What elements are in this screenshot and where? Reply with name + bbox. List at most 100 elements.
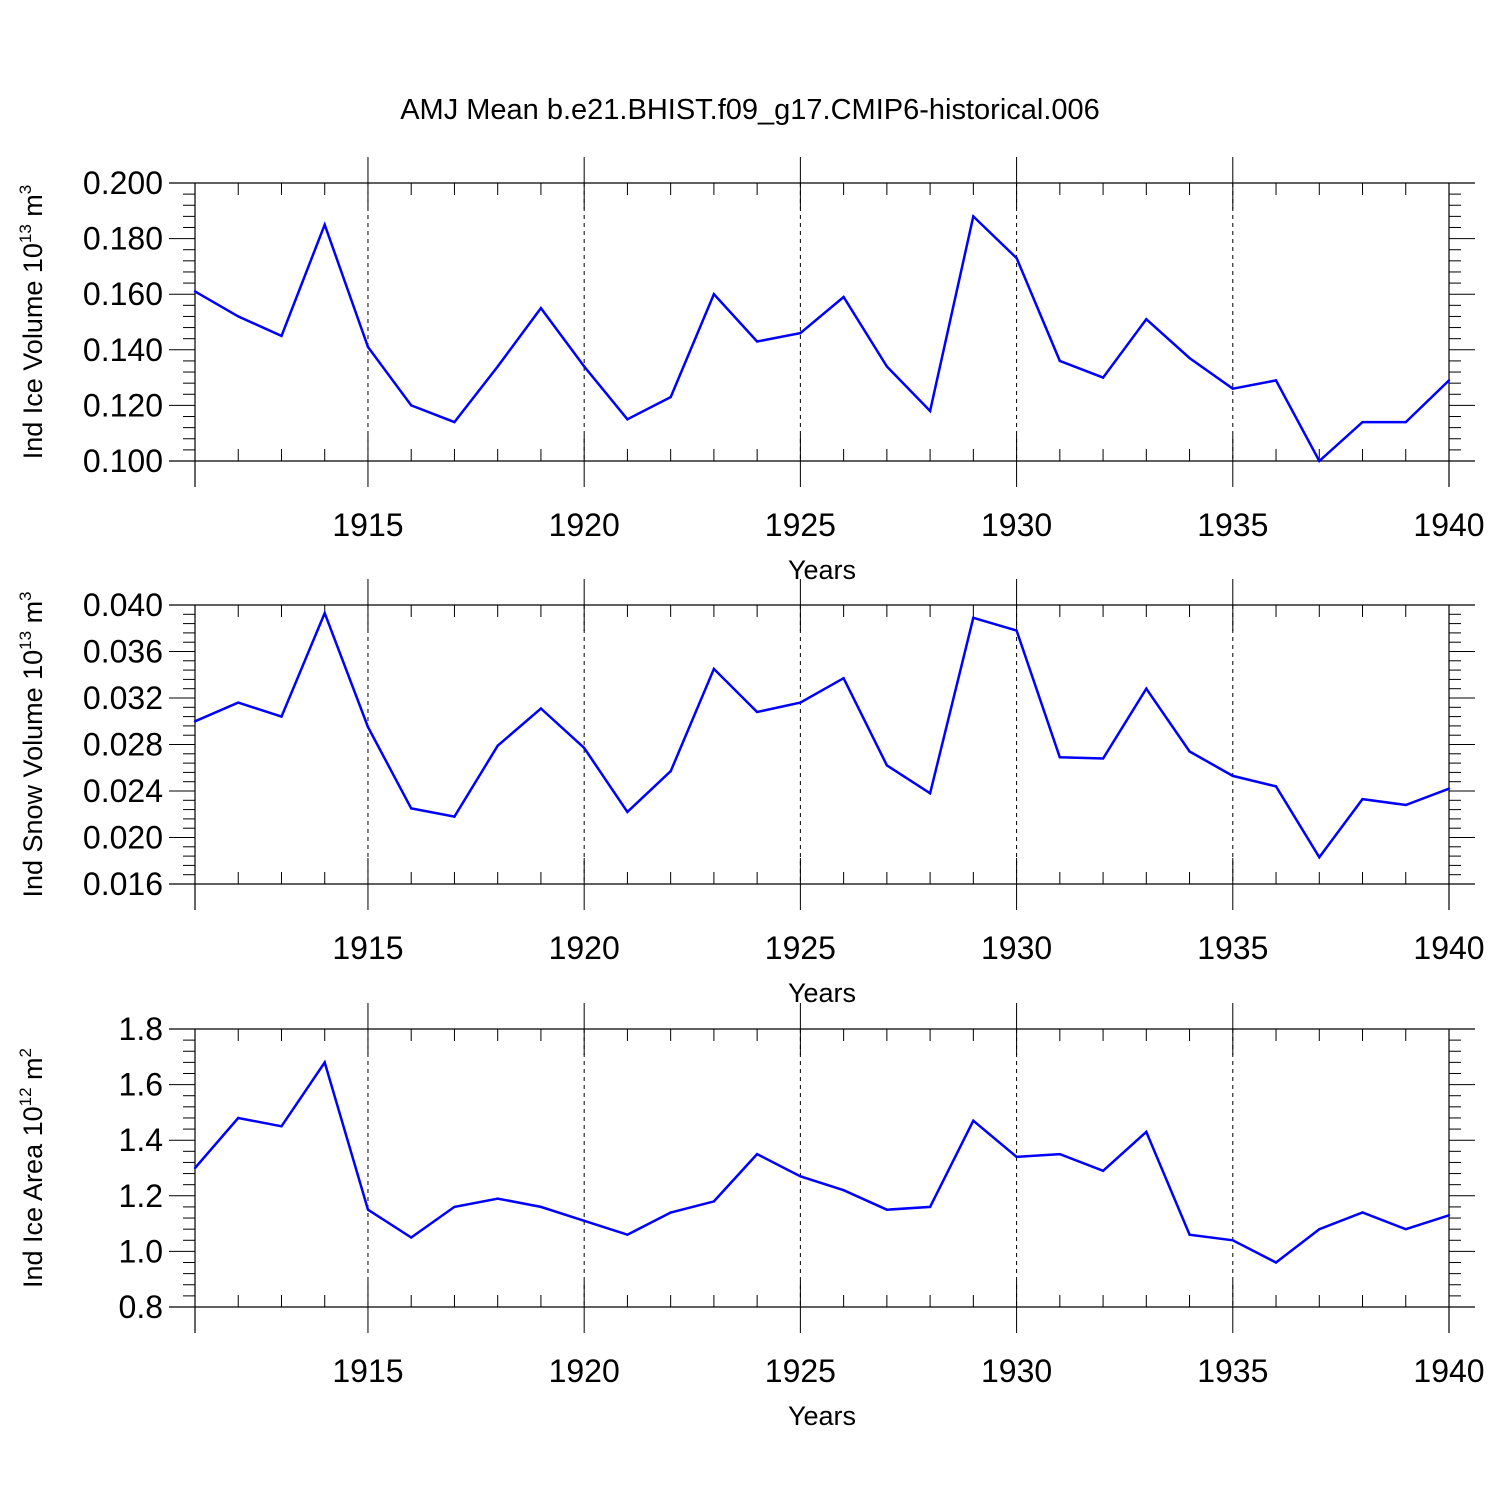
y-tick-label: 0.024	[83, 773, 163, 809]
data-point	[1145, 687, 1148, 690]
x-axis-label: Years	[788, 1401, 856, 1431]
data-point	[755, 1152, 759, 1156]
data-point	[842, 295, 845, 299]
data-point	[237, 1116, 240, 1120]
data-point	[712, 667, 716, 671]
y-tick-label: 0.032	[83, 680, 163, 716]
data-point	[755, 340, 759, 343]
x-tick-label: 1925	[765, 930, 836, 966]
data-point	[1015, 629, 1018, 632]
data-point	[1404, 420, 1407, 424]
data-point	[193, 1166, 197, 1170]
data-point	[669, 395, 672, 399]
data-point	[1274, 379, 1278, 382]
y-tick-label: 0.160	[83, 276, 163, 312]
series-line	[194, 609, 1450, 860]
data-point	[496, 744, 499, 747]
data-point	[1447, 1214, 1451, 1217]
y-tick-label: 0.180	[83, 221, 163, 257]
x-tick-label: 1930	[981, 1353, 1052, 1389]
data-point	[1058, 359, 1062, 363]
y-tick-label: 1.6	[119, 1067, 163, 1103]
data-point	[669, 1211, 672, 1214]
y-tick-label: 0.120	[83, 387, 163, 423]
panel-3: 1.8 1.6 1.4 1.2 1.0 0.8 1915 1920 1925 1930 1935 19…	[16, 1003, 1485, 1431]
data-point	[885, 764, 889, 767]
data-point	[1361, 1211, 1364, 1214]
data-point	[842, 677, 845, 680]
data-point	[1145, 318, 1148, 321]
data-point	[323, 223, 326, 226]
data-point	[972, 1119, 975, 1122]
data-point	[539, 1205, 543, 1209]
x-tick-label: 1935	[1197, 930, 1268, 966]
x-tick-label: 1925	[765, 507, 836, 543]
x-tick-label: 1920	[549, 507, 620, 543]
data-point	[928, 1205, 932, 1209]
data-point	[453, 420, 456, 424]
data-point	[799, 331, 802, 335]
y-tick-label: 0.100	[83, 443, 163, 479]
data-point	[582, 365, 586, 368]
x-tick-label: 1930	[981, 507, 1052, 543]
data-point	[1058, 756, 1062, 759]
data-point	[1361, 420, 1364, 424]
y-tick-label: 1.2	[119, 1178, 163, 1214]
x-tick-label: 1925	[765, 1353, 836, 1389]
data-point	[1447, 379, 1451, 382]
data-point	[496, 1197, 499, 1200]
data-point	[1361, 797, 1364, 801]
x-tick-label: 1940	[1413, 930, 1484, 966]
y-tick-label: 0.040	[83, 587, 163, 623]
x-tick-label: 1915	[332, 930, 403, 966]
data-point	[323, 1061, 326, 1064]
data-point	[885, 1208, 889, 1211]
data-point	[1145, 1130, 1148, 1134]
x-tick-label: 1920	[549, 1353, 620, 1389]
data-point	[410, 807, 413, 810]
data-point	[712, 1200, 716, 1203]
data-point	[193, 290, 197, 293]
x-axis-label: Years	[788, 978, 856, 1008]
data-point	[496, 365, 499, 368]
data-point	[626, 418, 629, 421]
data-point	[1101, 757, 1105, 760]
data-point	[755, 710, 759, 714]
y-axis-label: Ind Snow Volume 1013 m3	[16, 591, 48, 897]
panels: 0.200 0.180 0.160 0.140 0.120 0.100 1915 1920 19…	[16, 157, 1485, 1431]
data-point	[280, 715, 283, 718]
data-point	[972, 616, 975, 619]
data-point	[626, 1233, 629, 1236]
data-point	[1274, 1261, 1278, 1264]
x-tick-label: 1920	[549, 930, 620, 966]
data-point	[323, 611, 326, 615]
data-point	[1015, 256, 1018, 260]
data-point	[669, 770, 672, 773]
y-tick-label: 1.4	[119, 1122, 163, 1158]
data-point	[1318, 1227, 1321, 1231]
data-point	[1058, 1152, 1062, 1156]
y-tick-label: 0.016	[83, 866, 163, 902]
data-point	[1231, 774, 1234, 778]
data-point	[539, 707, 543, 710]
data-point	[410, 1236, 413, 1239]
data-point	[1231, 387, 1234, 390]
x-tick-label: 1935	[1197, 1353, 1268, 1389]
data-point	[842, 1189, 845, 1192]
data-point	[799, 1175, 802, 1178]
y-tick-label: 0.200	[83, 165, 163, 201]
data-point	[885, 365, 889, 368]
data-point	[1101, 376, 1105, 379]
data-point	[1274, 785, 1278, 788]
data-point	[1188, 1233, 1191, 1236]
data-point	[1101, 1169, 1105, 1172]
y-axis-label: Ind Ice Volume 1013 m3	[16, 185, 48, 460]
y-tick-label: 1.8	[119, 1011, 163, 1047]
series-line	[194, 213, 1450, 463]
x-tick-label: 1930	[981, 930, 1052, 966]
data-point	[366, 345, 370, 349]
data-point	[582, 1219, 586, 1223]
data-point	[1188, 750, 1191, 753]
data-point	[1447, 787, 1451, 790]
